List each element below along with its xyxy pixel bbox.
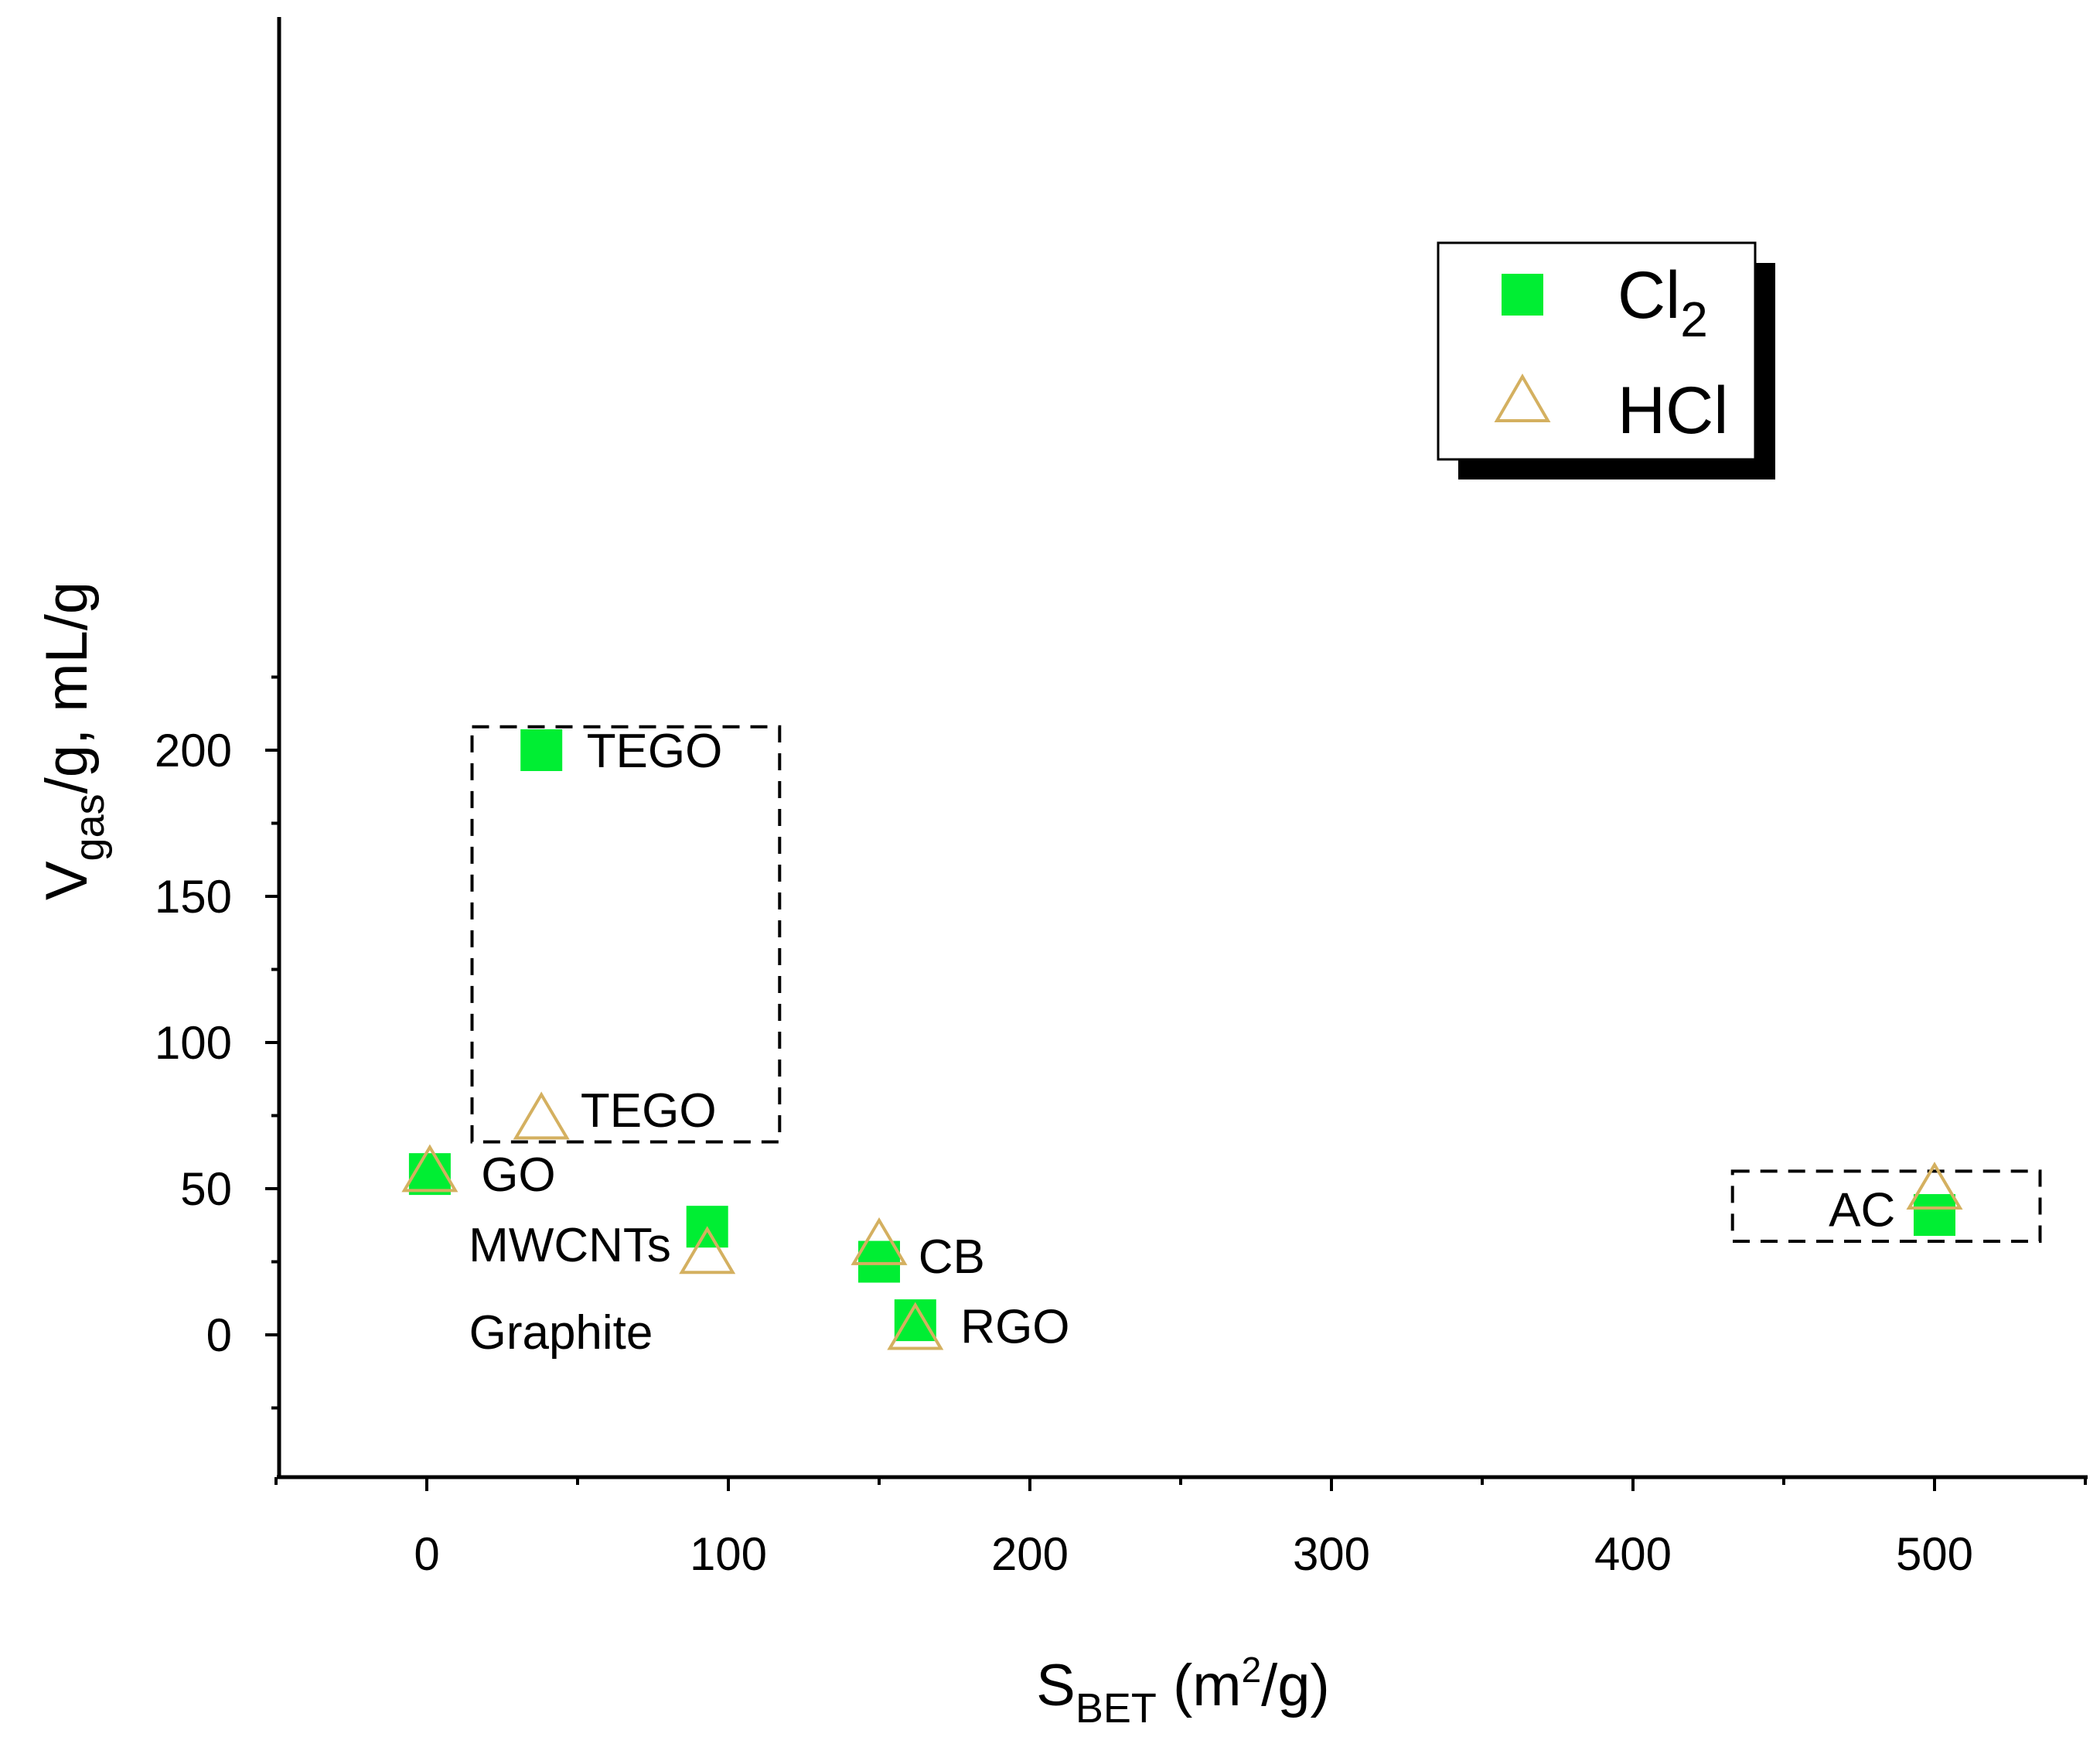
legend-label-hcl: HCl	[1618, 374, 1728, 448]
cl2-square-point	[408, 1153, 451, 1196]
y-tick-label: 50	[180, 1163, 232, 1215]
y-tick-label: 200	[155, 725, 232, 776]
x-axis-title-sup: 2	[1242, 1650, 1262, 1690]
point-annotation: MWCNTs	[469, 1219, 671, 1272]
x-axis-title-sub: BET	[1076, 1685, 1157, 1732]
y-axis-title-sub: gas	[66, 793, 113, 861]
hcl-triangle-point	[887, 1302, 944, 1350]
point-annotation: RGO	[960, 1301, 1069, 1354]
y-axis-title-main: V	[34, 861, 100, 900]
point-annotation: TEGO	[587, 725, 723, 778]
hcl-triangle-point	[401, 1144, 459, 1193]
y-tick-label: 100	[155, 1017, 232, 1069]
cl2-square-point	[1914, 1194, 1955, 1237]
legend-box	[1437, 241, 1757, 461]
point-annotations: TEGO TEGO GO MWCNTs CB Graphite RGO AC	[469, 725, 1895, 1360]
x-tick-label: 400	[1594, 1528, 1672, 1580]
point-annotation: Graphite	[469, 1306, 653, 1360]
hcl-triangle-point	[679, 1226, 736, 1275]
cl2-square-point	[520, 729, 563, 771]
hcl-triangle-point	[513, 1091, 570, 1140]
legend: Cl2 HCl	[1437, 241, 1775, 479]
point-annotation: AC	[1829, 1183, 1895, 1237]
x-axis-title: SBET (m2/g)	[1036, 1650, 1330, 1732]
y-axis-title-rest: /g, mL/g	[34, 582, 100, 794]
axis-ticks: 0 100 200 300 400 500 0 50 100 150 200	[155, 675, 2087, 1580]
hcl-triangle-point	[1906, 1162, 1963, 1210]
x-tick-label: 0	[414, 1528, 439, 1580]
legend-label-cl2-main: Cl	[1618, 258, 1680, 333]
point-annotation: CB	[919, 1230, 985, 1284]
point-annotation: GO	[481, 1148, 555, 1202]
highlight-box	[470, 725, 782, 1144]
x-axis-title-rest1: (m	[1157, 1653, 1242, 1718]
legend-square-marker	[1502, 274, 1543, 316]
legend-label-cl2: Cl2	[1618, 258, 1708, 347]
x-axis-title-rest2: /g)	[1261, 1653, 1330, 1718]
y-tick-label: 150	[155, 871, 232, 923]
x-tick-label: 300	[1293, 1528, 1370, 1580]
x-axis-title-main: S	[1036, 1653, 1076, 1718]
y-tick-label: 0	[206, 1309, 232, 1361]
x-tick-label: 200	[991, 1528, 1069, 1580]
highlight-box	[1730, 1169, 2042, 1244]
x-tick-label: 100	[690, 1528, 767, 1580]
legend-triangle-marker	[1494, 374, 1551, 422]
legend-label-cl2-sub: 2	[1680, 292, 1708, 347]
data-points	[401, 729, 1963, 1350]
x-tick-label: 500	[1896, 1528, 1973, 1580]
plot-area: 0 100 200 300 400 500 0 50 100 150 200 TEGO TEGO GO M…	[155, 17, 2088, 1580]
point-annotation: TEGO	[581, 1084, 717, 1138]
hcl-triangle-point	[851, 1217, 908, 1265]
highlight-boxes	[470, 725, 2042, 1244]
cl2-square-point	[858, 1240, 900, 1283]
y-axis-title: Vgas/g, mL/g	[34, 582, 113, 900]
